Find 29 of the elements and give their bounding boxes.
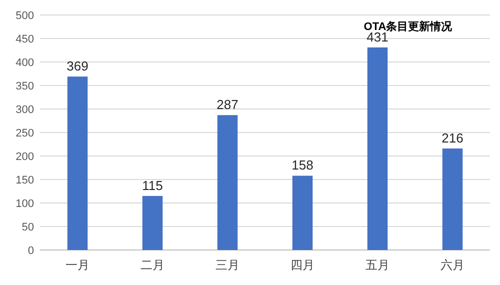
- y-tick-label: 350: [16, 80, 34, 92]
- bar: [442, 148, 463, 250]
- y-tick-label: 50: [22, 222, 34, 234]
- x-tick-label: 二月: [140, 258, 164, 272]
- x-tick-label: 六月: [440, 258, 464, 272]
- y-tick-label: 300: [16, 104, 34, 116]
- x-tick-label: 五月: [366, 258, 390, 272]
- y-tick-label: 100: [16, 198, 34, 210]
- x-tick-label: 四月: [290, 258, 314, 272]
- bar: [292, 176, 313, 250]
- y-tick-label: 400: [16, 57, 34, 69]
- bar: [367, 47, 388, 250]
- y-tick-label: 450: [16, 34, 34, 46]
- data-label: 216: [442, 130, 464, 146]
- bar: [217, 115, 238, 250]
- y-tick-label: 150: [16, 174, 34, 186]
- y-tick-label: 0: [28, 245, 34, 257]
- x-tick-label: 一月: [66, 258, 90, 272]
- x-tick-label: 三月: [216, 258, 240, 272]
- data-label: 115: [142, 178, 163, 193]
- data-label: 158: [292, 158, 314, 173]
- y-tick-label: 200: [16, 151, 34, 163]
- data-label: 369: [66, 58, 88, 74]
- data-label: 287: [216, 97, 238, 112]
- y-tick-label: 500: [16, 10, 34, 22]
- bar: [142, 196, 163, 250]
- text: OTA条目更新情况: [364, 20, 454, 33]
- bar: [67, 76, 88, 250]
- y-tick-label: 250: [16, 128, 34, 140]
